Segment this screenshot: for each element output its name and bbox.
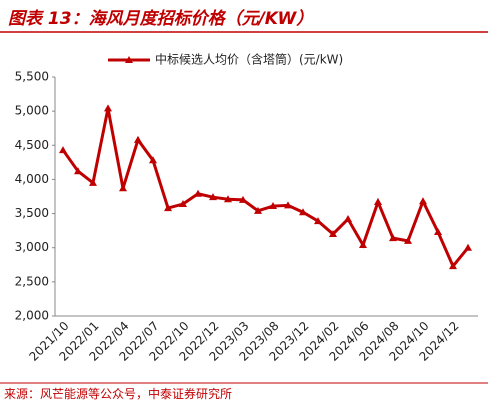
- marker: [464, 243, 472, 251]
- marker: [74, 167, 82, 175]
- marker: [239, 195, 247, 203]
- marker: [344, 215, 352, 223]
- marker: [389, 234, 397, 242]
- marker: [254, 206, 262, 214]
- marker: [299, 208, 307, 216]
- marker: [89, 178, 97, 186]
- marker: [104, 104, 112, 112]
- marker: [164, 204, 172, 212]
- legend-label: 中标候选人均价（含塔筒）(元/kW): [155, 52, 343, 67]
- marker: [284, 201, 292, 209]
- chart-title: 图表 13：海风月度招标价格（元/KW）: [8, 9, 313, 29]
- marker: [224, 195, 232, 203]
- legend-marker: [125, 56, 133, 63]
- marker: [59, 146, 67, 154]
- y-tick-label: 2,000: [15, 309, 49, 323]
- y-tick-label: 2,500: [15, 274, 49, 288]
- marker: [269, 202, 277, 210]
- marker: [119, 184, 127, 192]
- marker: [434, 228, 442, 236]
- y-tick-label: 4,500: [15, 138, 49, 152]
- marker: [449, 262, 457, 270]
- source: 来源：风芒能源等公众号，中泰证券研究所: [4, 386, 232, 401]
- marker: [149, 156, 157, 164]
- marker: [209, 193, 217, 201]
- series-line: [61, 108, 470, 270]
- marker: [194, 189, 202, 197]
- marker: [329, 230, 337, 238]
- marker: [374, 197, 382, 205]
- marker: [314, 217, 322, 225]
- marker: [419, 197, 427, 205]
- y-tick-label: 3,000: [15, 240, 49, 254]
- y-tick-label: 5,000: [15, 104, 49, 118]
- marker: [179, 200, 187, 208]
- y-tick-label: 5,500: [15, 70, 49, 84]
- marker: [404, 236, 412, 244]
- marker: [134, 135, 142, 143]
- marker: [359, 240, 367, 248]
- y-tick-label: 3,500: [15, 206, 49, 220]
- y-tick-label: 4,000: [15, 172, 49, 186]
